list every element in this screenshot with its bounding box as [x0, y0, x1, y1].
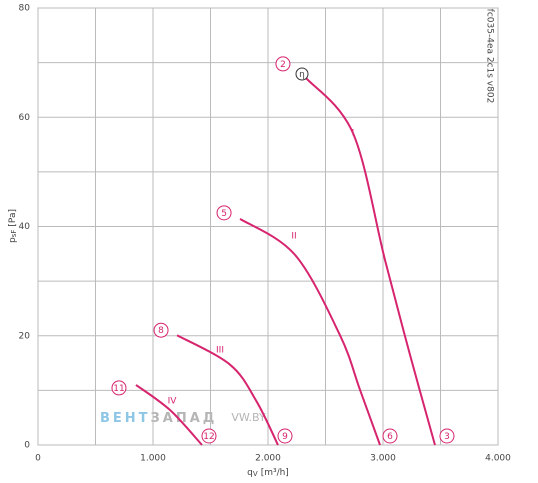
x-tick-label: 0 [35, 454, 41, 464]
series-label: II [291, 232, 296, 242]
y-label-sub: sF [10, 230, 18, 238]
y-label-main: p [8, 237, 18, 243]
eta-label: η [299, 70, 305, 80]
y-label-unit: [Pa] [8, 209, 18, 227]
fan-curve [176, 334, 279, 446]
point-marker-label: 8 [158, 326, 164, 336]
x-axis-label: qV [m³/h] [247, 468, 289, 479]
point-marker-label: 12 [203, 432, 214, 442]
y-axis-label: psF [Pa] [8, 209, 19, 243]
fan-curve [305, 77, 436, 446]
point-marker [277, 428, 293, 444]
series-label: IV [168, 397, 178, 407]
watermark-left: ВЕНТ [100, 411, 151, 426]
x-tick-label: 4.000 [485, 454, 511, 464]
fan-curve [239, 218, 381, 446]
point-marker [111, 380, 127, 396]
y-tick-label: 40 [19, 222, 31, 232]
y-tick-label: 0 [24, 441, 30, 451]
x-label-sub: V [253, 470, 258, 478]
point-marker [382, 428, 398, 444]
x-label-main: q [247, 468, 253, 478]
point-marker [216, 205, 232, 221]
x-label-unit: [m³/h] [261, 468, 289, 478]
x-tick-label: 3.000 [370, 454, 396, 464]
y-tick-label: 80 [19, 4, 31, 14]
point-marker [275, 56, 291, 72]
point-marker [201, 428, 217, 444]
watermark-site: VW.BY [231, 411, 266, 424]
point-marker-label: 3 [444, 432, 450, 442]
y-tick-label: 20 [19, 331, 31, 341]
x-tick-label: 2.000 [255, 454, 281, 464]
point-marker-label: 9 [282, 432, 288, 442]
point-marker-label: 6 [387, 432, 393, 442]
side-note: fc035-4ea 2c1s v802 [485, 9, 495, 104]
x-tick-label: 1.000 [140, 454, 166, 464]
point-marker-label: 5 [221, 209, 227, 219]
point-marker [439, 428, 455, 444]
point-marker-label: 2 [280, 60, 286, 70]
watermark: ВЕНТЗАПАД VW.BY [100, 411, 266, 426]
series-label: III [216, 346, 224, 356]
y-tick-label: 60 [19, 113, 31, 123]
watermark-right: ЗАПАД [151, 411, 218, 426]
fan-curve [135, 384, 203, 446]
eta-marker [295, 67, 309, 81]
point-marker-label: 11 [113, 384, 124, 394]
series-label: I [352, 129, 355, 139]
point-marker [153, 322, 169, 338]
